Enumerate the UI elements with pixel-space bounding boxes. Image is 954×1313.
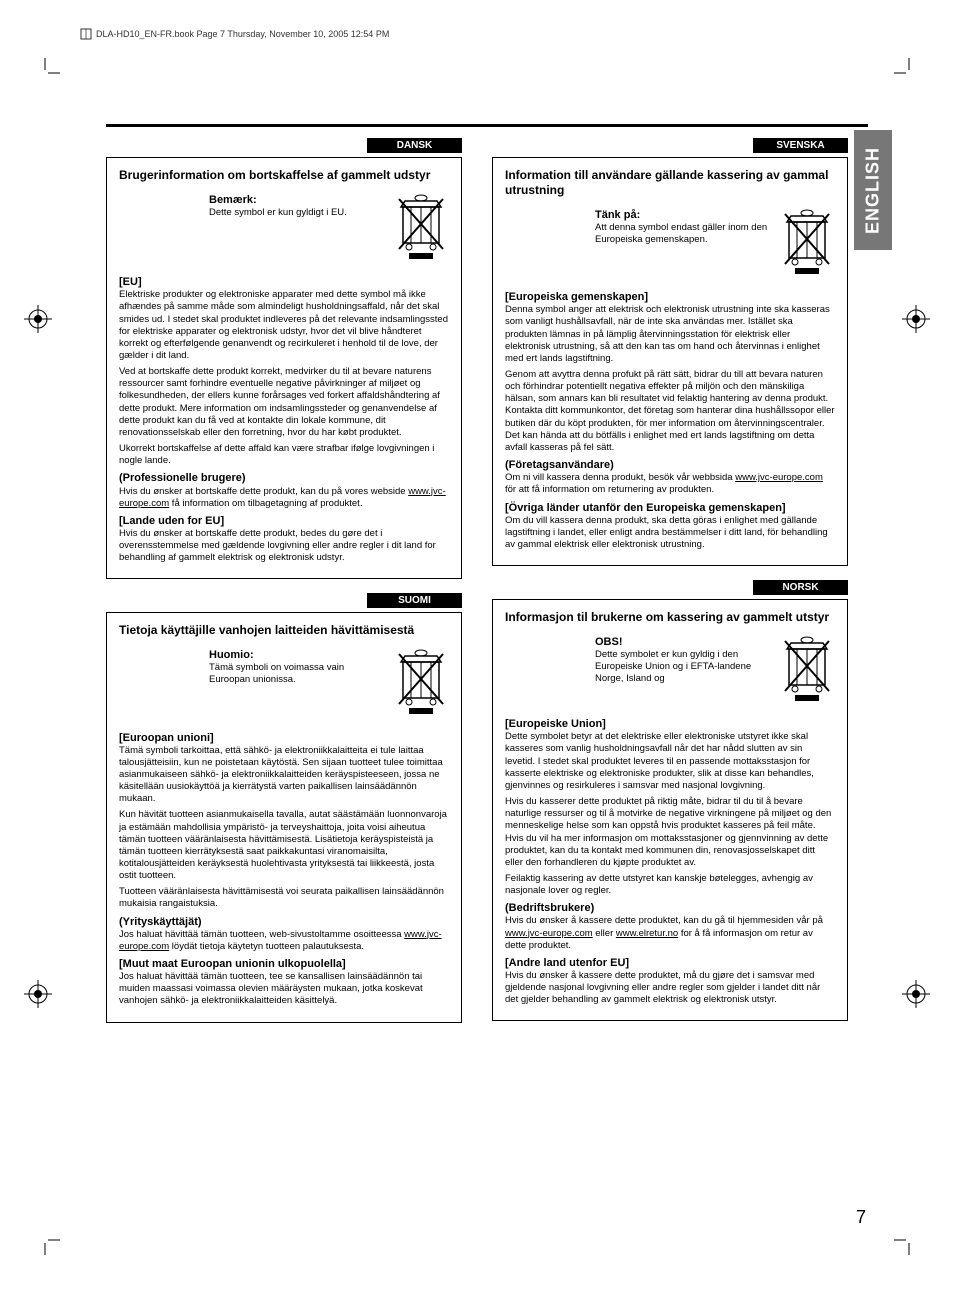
body-text: Jos haluat hävittää tämän tuotteen, web-… xyxy=(119,929,449,953)
lang-label-norsk: NORSK xyxy=(753,580,848,595)
section-dansk: Brugerinformation om bortskaffelse af ga… xyxy=(106,157,462,579)
notice-body: Dette symbol er kun gyldigt i EU. xyxy=(209,207,383,219)
content-area: DANSK Brugerinformation om bortskaffelse… xyxy=(106,138,848,1243)
body-text: Kun hävität tuotteen asianmukaisella tav… xyxy=(119,809,449,882)
link-text: www.elretur.no xyxy=(616,928,678,939)
section-svenska: Information till användare gällande kass… xyxy=(492,157,848,566)
notice-body: Tämä symboli on voimassa vain Euroopan u… xyxy=(209,662,383,686)
crop-mark-icon xyxy=(30,1225,60,1255)
notice-label: OBS! xyxy=(595,635,769,649)
section-title: Brugerinformation om bortskaffelse af ga… xyxy=(119,168,449,183)
lang-label-suomi: SUOMI xyxy=(367,593,462,608)
subhead: (Bedriftsbrukere) xyxy=(505,901,835,915)
crop-mark-icon xyxy=(894,58,924,88)
page-number: 7 xyxy=(856,1207,866,1228)
crop-mark-icon xyxy=(894,1225,924,1255)
language-tab: ENGLISH xyxy=(854,130,892,250)
subhead: [Europeiska gemenskapen] xyxy=(505,290,835,304)
book-icon xyxy=(80,28,92,40)
subhead: [Lande uden for EU] xyxy=(119,514,449,528)
section-title: Tietoja käyttäjille vanhojen laitteiden … xyxy=(119,623,449,638)
body-text: Feilaktig kassering av dette utstyret ka… xyxy=(505,873,835,897)
weee-bin-icon xyxy=(393,648,449,720)
body-text: Ved at bortskaffe dette produkt korrekt,… xyxy=(119,366,449,439)
registration-mark-icon xyxy=(902,980,930,1008)
weee-bin-icon xyxy=(393,193,449,265)
body-text: Denna symbol anger att elektrisk och ele… xyxy=(505,304,835,365)
lang-label-svenska: SVENSKA xyxy=(753,138,848,153)
body-text: Elektriske produkter og elektroniske app… xyxy=(119,289,449,362)
link-text: www.jvc-europe.com xyxy=(735,472,823,483)
section-suomi: Tietoja käyttäjille vanhojen laitteiden … xyxy=(106,612,462,1022)
body-text: Jos haluat hävittää tämän tuotteen, tee … xyxy=(119,971,449,1007)
section-title: Information till användare gällande kass… xyxy=(505,168,835,198)
registration-mark-icon xyxy=(24,305,52,333)
body-text: Hvis du kasserer dette produktet på rikt… xyxy=(505,796,835,869)
body-text: Om du vill kassera denna produkt, ska de… xyxy=(505,515,835,551)
registration-mark-icon xyxy=(902,305,930,333)
right-column: SVENSKA Information till användare gälla… xyxy=(492,138,848,1243)
body-text: Ukorrekt bortskaffelse af dette affald k… xyxy=(119,443,449,467)
notice-body: Att denna symbol endast gäller inom den … xyxy=(595,222,769,246)
body-text: Hvis du ønsker å kassere dette produktet… xyxy=(505,915,835,951)
notice-label: Huomio: xyxy=(209,648,383,662)
notice-body: Dette symbolet er kun gyldig i den Europ… xyxy=(595,649,769,685)
body-text: Tuotteen vääränlaisesta hävittämisestä v… xyxy=(119,886,449,910)
body-text: Hvis du ønsker at bortskaffe dette produ… xyxy=(119,486,449,510)
body-text: Tämä symboli tarkoittaa, että sähkö- ja … xyxy=(119,745,449,806)
top-rule xyxy=(106,124,868,127)
subhead: (Företagsanvändare) xyxy=(505,458,835,472)
notice-label: Bemærk: xyxy=(209,193,383,207)
crop-mark-icon xyxy=(30,58,60,88)
link-text: www.jvc-europe.com xyxy=(505,928,593,939)
body-text: Genom att avyttra denna profukt på rätt … xyxy=(505,369,835,454)
subhead: [Andre land utenfor EU] xyxy=(505,956,835,970)
notice-label: Tänk på: xyxy=(595,208,769,222)
header-text: DLA-HD10_EN-FR.book Page 7 Thursday, Nov… xyxy=(96,29,389,39)
registration-mark-icon xyxy=(24,980,52,1008)
body-text: Om ni vill kassera denna produkt, besök … xyxy=(505,472,835,496)
body-text: Hvis du ønsker at bortskaffe dette produ… xyxy=(119,528,449,564)
subhead: (Yrityskäyttäjät) xyxy=(119,915,449,929)
weee-bin-icon xyxy=(779,635,835,707)
weee-bin-icon xyxy=(779,208,835,280)
subhead: [Euroopan unioni] xyxy=(119,731,449,745)
subhead: [EU] xyxy=(119,275,449,289)
section-norsk: Informasjon til brukerne om kassering av… xyxy=(492,599,848,1021)
subhead: [Europeiske Union] xyxy=(505,717,835,731)
page-header: DLA-HD10_EN-FR.book Page 7 Thursday, Nov… xyxy=(80,28,389,40)
body-text: Dette symbolet betyr at det elektriske e… xyxy=(505,731,835,792)
subhead: [Muut maat Euroopan unionin ulkopuolella… xyxy=(119,957,449,971)
left-column: DANSK Brugerinformation om bortskaffelse… xyxy=(106,138,462,1243)
subhead: (Professionelle brugere) xyxy=(119,471,449,485)
body-text: Hvis du ønsker å kassere dette produktet… xyxy=(505,970,835,1006)
section-title: Informasjon til brukerne om kassering av… xyxy=(505,610,835,625)
subhead: [Övriga länder utanför den Europeiska ge… xyxy=(505,501,835,515)
lang-label-dansk: DANSK xyxy=(367,138,462,153)
